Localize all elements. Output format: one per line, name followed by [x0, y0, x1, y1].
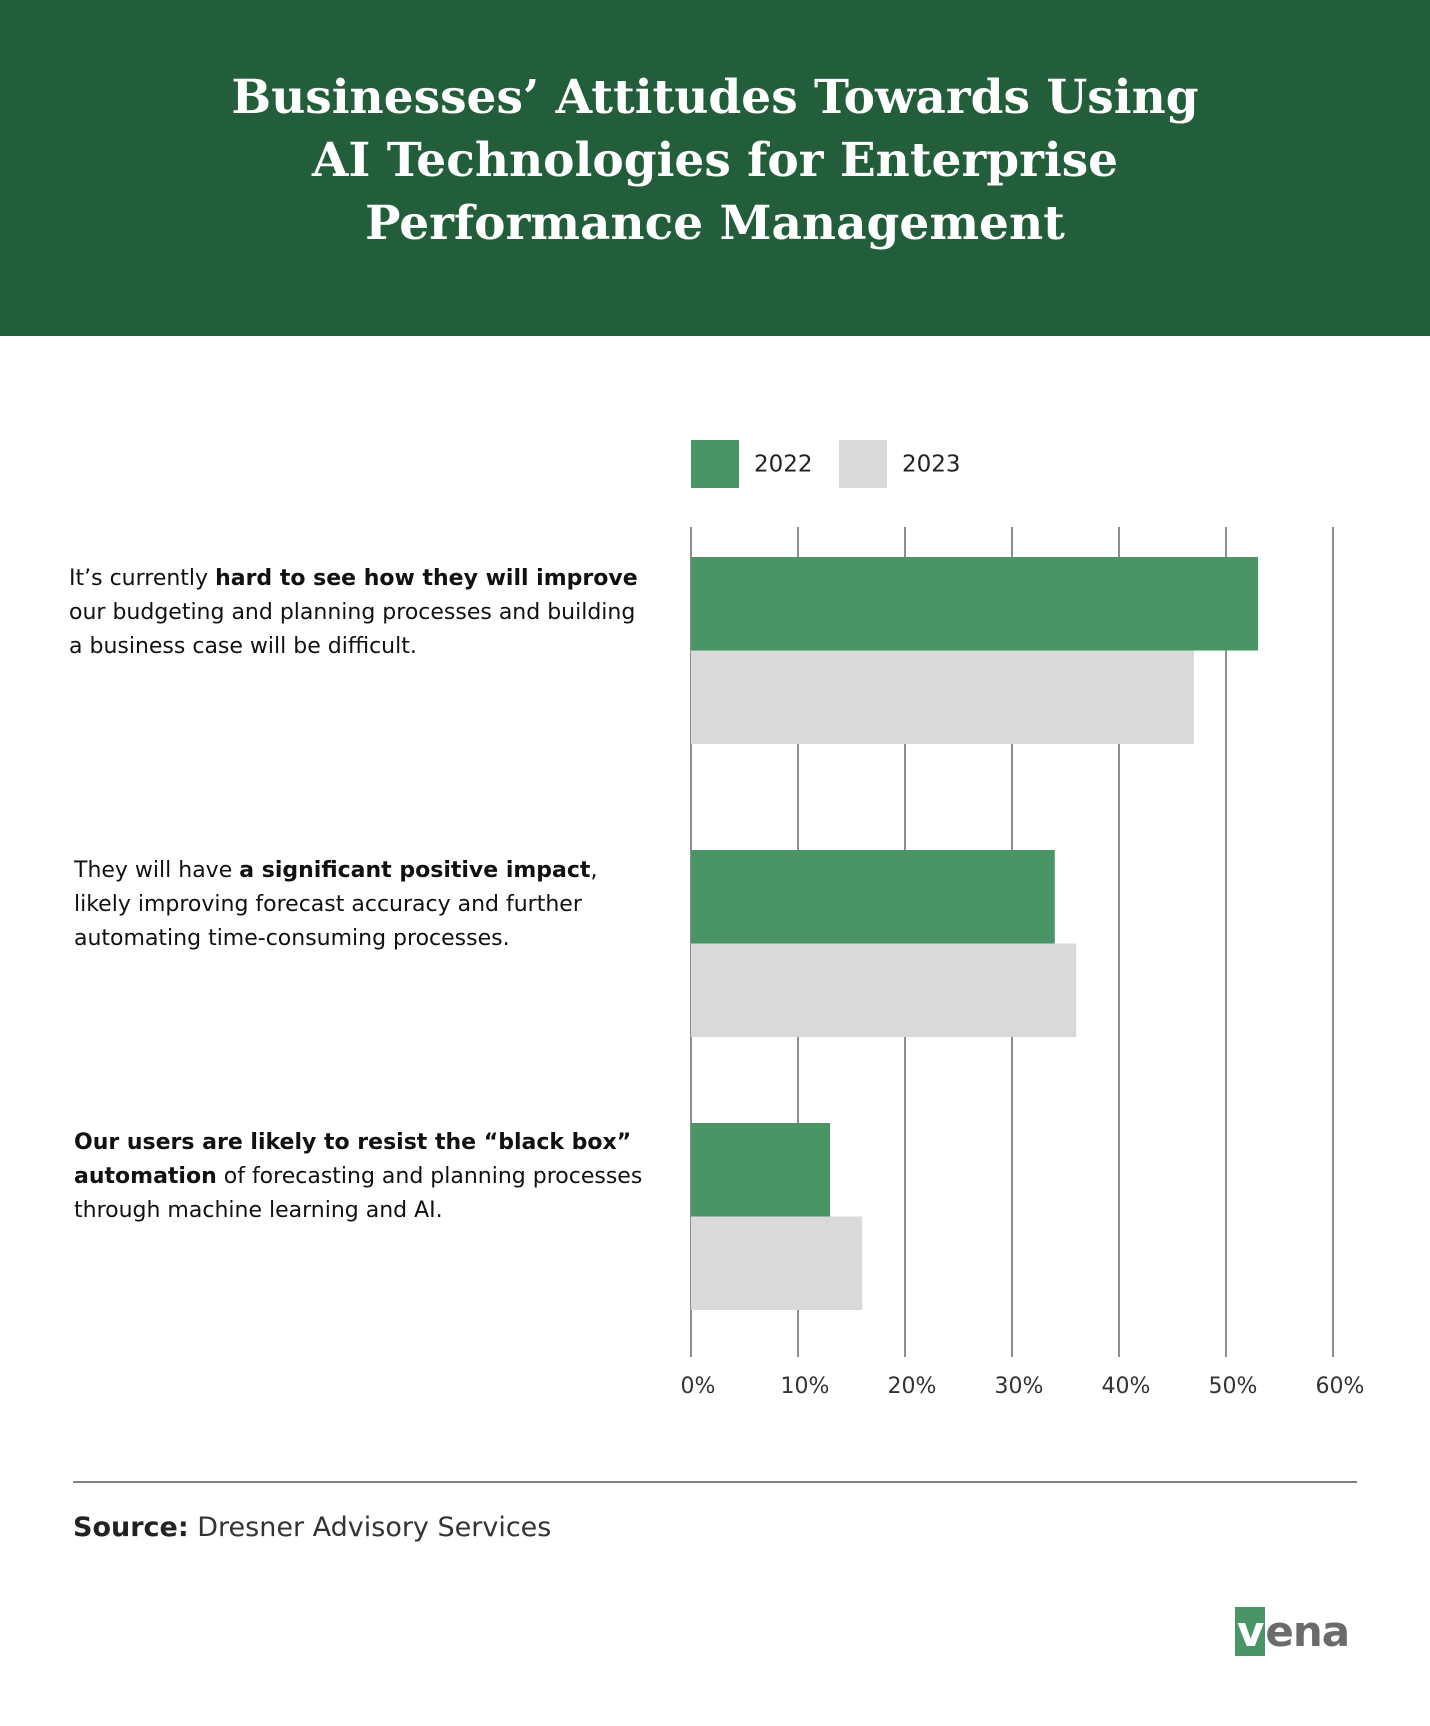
bar: [691, 850, 1055, 944]
category-text: , likely improving forecast accuracy and…: [74, 858, 598, 951]
x-tick-label: 30%: [995, 1374, 1044, 1399]
bar: [691, 943, 1077, 1037]
category-text: of forecasting and planning processes th…: [74, 1164, 643, 1223]
x-tick-label: 50%: [1209, 1374, 1258, 1399]
header: Businesses’ Attitudes Towards Using AI T…: [0, 0, 1430, 336]
category-label: Our users are likely to resist the “blac…: [74, 1126, 644, 1228]
x-tick-label: 60%: [1316, 1374, 1365, 1399]
category-label: It’s currently hard to see how they will…: [69, 562, 639, 664]
x-tick-label: 20%: [888, 1374, 937, 1399]
source-text: Dresner Advisory Services: [197, 1512, 552, 1543]
category-text: They will have: [74, 858, 240, 883]
x-tick-label: 0%: [681, 1374, 716, 1399]
bar: [691, 557, 1259, 651]
category-text: It’s currently: [69, 566, 216, 591]
bar: [691, 1216, 863, 1310]
x-tick-label: 40%: [1102, 1374, 1151, 1399]
x-tick-label: 10%: [781, 1374, 830, 1399]
logo: vena: [1237, 1607, 1350, 1656]
category-text: a significant positive impact: [239, 858, 591, 883]
legend-label: 2023: [902, 452, 961, 478]
legend-swatch: [691, 440, 739, 488]
chart-title: Businesses’ Attitudes Towards Using AI T…: [231, 70, 1199, 251]
category-text: our budgeting and planning processes and…: [69, 600, 636, 659]
bar: [691, 1123, 831, 1217]
bar: [691, 650, 1194, 744]
source-label: Source:: [73, 1512, 189, 1543]
legend-label: 2022: [754, 452, 813, 478]
category-text: Our users are likely to resist the “blac…: [74, 1130, 632, 1189]
category-text: hard to see how they will improve: [215, 566, 638, 591]
category-label: They will have a significant positive im…: [74, 854, 644, 956]
source: Source: Dresner Advisory Services: [73, 1512, 551, 1543]
legend-swatch: [839, 440, 887, 488]
